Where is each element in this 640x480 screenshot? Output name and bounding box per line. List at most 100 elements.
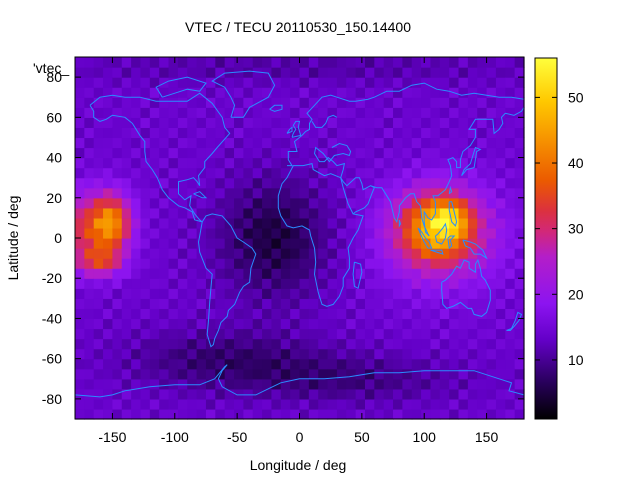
heatmap-cell — [327, 207, 338, 219]
heatmap-cell — [299, 368, 310, 380]
heatmap-cell — [430, 298, 441, 309]
heatmap-cell — [112, 288, 123, 299]
heatmap-cell — [168, 358, 179, 370]
heatmap-cell — [140, 358, 151, 370]
heatmap-cell — [402, 308, 413, 320]
heatmap-cell — [308, 127, 319, 139]
heatmap-cell — [243, 217, 254, 229]
heatmap-cell — [364, 137, 375, 149]
heatmap-cell — [271, 187, 282, 199]
heatmap-cell — [243, 97, 254, 108]
heatmap-cell — [159, 157, 170, 169]
heatmap-cell — [411, 288, 422, 299]
heatmap-cell — [159, 207, 170, 219]
coastline — [313, 142, 352, 178]
heatmap-cell — [299, 107, 310, 118]
heatmap-cell — [327, 217, 338, 229]
heatmap-cell — [439, 398, 450, 410]
heatmap-cell — [327, 77, 338, 88]
heatmap-cell — [262, 338, 273, 350]
heatmap-cell — [449, 117, 460, 128]
heatmap-cell — [121, 378, 132, 390]
heatmap-cell — [374, 107, 385, 118]
heatmap-cell — [159, 87, 170, 98]
heatmap-cell — [327, 408, 338, 420]
y-tick-label: -40 — [42, 310, 62, 326]
heatmap-cell — [234, 248, 244, 259]
heatmap-cell — [215, 207, 226, 219]
heatmap-cell — [187, 227, 198, 239]
heatmap-cell — [103, 57, 114, 68]
heatmap-cell — [336, 137, 347, 149]
heatmap-cell — [262, 217, 273, 229]
heatmap-cell — [495, 308, 506, 320]
heatmap-cell — [262, 167, 273, 179]
heatmap-cell — [234, 378, 244, 390]
heatmap-cell — [495, 408, 506, 420]
heatmap-cell — [458, 157, 469, 169]
heatmap-cell — [112, 157, 123, 169]
heatmap-cell — [280, 187, 291, 199]
heatmap-cell — [177, 248, 188, 259]
heatmap-cell — [383, 298, 394, 309]
heatmap-cell — [458, 328, 469, 340]
heatmap-cell — [252, 107, 263, 118]
heatmap-cell — [262, 238, 273, 249]
heatmap-cell — [168, 137, 179, 149]
x-tick-label: -50 — [227, 429, 247, 445]
heatmap-cell — [514, 227, 525, 239]
heatmap-cell — [495, 227, 506, 239]
heatmap-cell — [159, 187, 170, 199]
heatmap-cell — [131, 308, 142, 320]
x-axis: -150 -100 -50 0 50 100 150 — [98, 57, 498, 445]
heatmap-cell — [234, 157, 244, 169]
heatmap-cell — [495, 137, 506, 149]
heatmap-cell — [262, 227, 273, 239]
heatmap-cell — [364, 328, 375, 340]
heatmap-cell — [93, 107, 104, 118]
heatmap-cell — [215, 248, 226, 259]
heatmap-cell — [140, 217, 151, 229]
heatmap-cell — [439, 368, 450, 380]
heatmap-cell — [187, 348, 198, 360]
heatmap-cell — [355, 77, 366, 88]
heatmap-cell — [252, 197, 263, 209]
heatmap-cell — [364, 348, 375, 360]
heatmap-cell — [374, 318, 385, 330]
heatmap-cell — [159, 177, 170, 189]
heatmap-cell — [290, 368, 301, 380]
heatmap-cell — [411, 398, 422, 410]
heatmap-cell — [467, 127, 478, 139]
heatmap-cell — [402, 328, 413, 340]
heatmap-cell — [215, 177, 226, 189]
heatmap-cell — [495, 238, 506, 249]
heatmap-cell — [168, 197, 179, 209]
heatmap-cell — [383, 117, 394, 128]
heatmap-cell — [168, 217, 179, 229]
heatmap-cell — [112, 97, 123, 108]
heatmap-cell — [205, 308, 216, 320]
heatmap-cell — [364, 97, 375, 108]
heatmap-cell — [355, 248, 366, 259]
heatmap-cell — [140, 157, 151, 169]
heatmap-cell — [336, 127, 347, 139]
heatmap-cell — [168, 227, 179, 239]
heatmap-cell — [308, 268, 319, 279]
heatmap-cell — [168, 147, 179, 159]
heatmap-cell — [75, 217, 85, 229]
heatmap-cell — [149, 57, 160, 68]
heatmap-cell — [177, 318, 188, 330]
heatmap-cell — [149, 328, 160, 340]
heatmap-cell — [280, 378, 291, 390]
heatmap-cell — [93, 318, 104, 330]
heatmap-cell — [224, 378, 235, 390]
heatmap-cell — [393, 217, 403, 229]
heatmap-cell — [299, 57, 310, 68]
heatmap-cell — [458, 388, 469, 400]
heatmap-cell — [121, 197, 132, 209]
heatmap-cell — [449, 77, 460, 88]
y-tick-label: -80 — [42, 391, 62, 407]
heatmap-cell — [140, 238, 151, 249]
heatmap-cell — [224, 197, 235, 209]
heatmap-cell — [224, 278, 235, 289]
